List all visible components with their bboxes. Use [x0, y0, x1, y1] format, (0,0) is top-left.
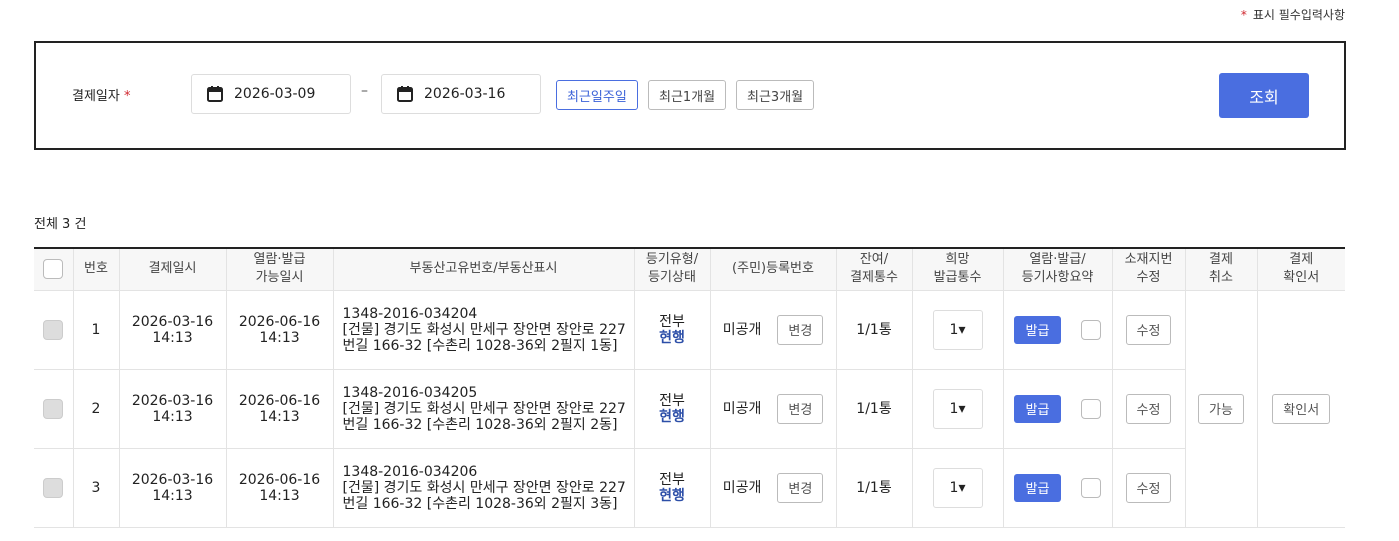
- required-note: * 표시 필수입력사항: [1240, 8, 1345, 22]
- search-panel: 결제일자 * 2026-03-09 – 2026-03-16 최근일주일 최근1…: [34, 41, 1346, 150]
- edit-address-button[interactable]: 수정: [1125, 314, 1172, 345]
- column-header: (주민)등록번호: [709, 248, 836, 291]
- issue-button[interactable]: 발급: [1013, 315, 1062, 344]
- column-header: 소재지번 수정: [1111, 248, 1185, 291]
- row-checkbox[interactable]: [43, 319, 64, 340]
- row-checkbox[interactable]: [43, 398, 64, 419]
- property-info: 1348-2016-034204 [건물] 경기도 화성시 만세구 장안면 장안로…: [332, 290, 634, 370]
- row-number: 3: [72, 448, 119, 528]
- change-button[interactable]: 변경: [777, 314, 824, 345]
- column-header: 결제 취소: [1184, 248, 1257, 291]
- available-datetime: 2026-06-16 14:13: [225, 290, 333, 370]
- change-button[interactable]: 변경: [777, 472, 824, 503]
- date-from-input[interactable]: 2026-03-09: [191, 74, 351, 114]
- column-header: 결제일시: [118, 248, 226, 291]
- property-info: 1348-2016-034205 [건물] 경기도 화성시 만세구 장안면 장안로…: [332, 369, 634, 449]
- cancel-payment-button[interactable]: 가능: [1198, 393, 1244, 424]
- paid-datetime: 2026-03-16 14:13: [118, 290, 226, 370]
- edit-address-button[interactable]: 수정: [1125, 393, 1172, 424]
- quick-3month-button[interactable]: 최근3개월: [736, 80, 815, 110]
- registry-status: 현행: [659, 487, 685, 504]
- calendar-icon: [207, 86, 223, 102]
- column-header: 희망 발급통수: [911, 248, 1003, 291]
- receipt-button[interactable]: 확인서: [1272, 393, 1331, 424]
- reg-number: 미공개: [722, 479, 762, 496]
- column-header: 등기유형/등기상태: [633, 248, 710, 291]
- row-number: 2: [72, 369, 119, 449]
- summary-checkbox[interactable]: [1081, 477, 1102, 498]
- column-header: 부동산고유번호/부동산표시: [332, 248, 634, 291]
- issue-button[interactable]: 발급: [1013, 394, 1062, 423]
- registry-status: 현행: [659, 408, 685, 425]
- paid-datetime: 2026-03-16 14:13: [118, 448, 226, 528]
- column-header: 결제 확인서: [1256, 248, 1345, 291]
- row-checkbox[interactable]: [43, 477, 64, 498]
- paid-datetime: 2026-03-16 14:13: [118, 369, 226, 449]
- required-star: *: [1240, 8, 1247, 22]
- registry-type: 전부 현행: [633, 290, 710, 370]
- change-button[interactable]: 변경: [777, 393, 824, 424]
- issue-button[interactable]: 발급: [1013, 473, 1062, 502]
- remaining-count: 1/1통: [835, 369, 912, 449]
- quick-1week-button[interactable]: 최근일주일: [556, 80, 638, 110]
- remaining-count: 1/1통: [835, 290, 912, 370]
- edit-address-button[interactable]: 수정: [1125, 472, 1172, 503]
- summary-checkbox[interactable]: [1081, 398, 1102, 419]
- property-info: 1348-2016-034206 [건물] 경기도 화성시 만세구 장안면 장안로…: [332, 448, 634, 528]
- available-datetime: 2026-06-16 14:13: [225, 448, 333, 528]
- quick-1month-button[interactable]: 최근1개월: [648, 80, 727, 110]
- quantity-select[interactable]: 1▾: [932, 388, 983, 429]
- select-all-cell: [34, 248, 73, 291]
- quantity-select[interactable]: 1▾: [932, 309, 983, 350]
- remaining-count: 1/1통: [835, 448, 912, 528]
- reg-number: 미공개: [722, 321, 762, 338]
- column-header: 열람·발급/등기사항요약: [1002, 248, 1112, 291]
- column-header: 잔여/결제통수: [835, 248, 912, 291]
- total-count: 전체 3 건: [34, 217, 87, 232]
- row-number: 1: [72, 290, 119, 370]
- registry-type: 전부 현행: [633, 448, 710, 528]
- search-button[interactable]: 조회: [1219, 73, 1309, 118]
- table-row: 1 2026-03-16 14:13 2026-06-16 14:13 1348-2…: [34, 290, 1345, 528]
- registry-status: 현행: [659, 329, 685, 346]
- available-datetime: 2026-06-16 14:13: [225, 369, 333, 449]
- date-to-input[interactable]: 2026-03-16: [381, 74, 541, 114]
- date-label: 결제일자 *: [72, 89, 131, 104]
- summary-checkbox[interactable]: [1081, 319, 1102, 340]
- column-header: 열람·발급 가능일시: [225, 248, 333, 291]
- quantity-select[interactable]: 1▾: [932, 467, 983, 508]
- select-all-checkbox[interactable]: [43, 259, 64, 280]
- table-row: 2 2026-03-16 14:13 2026-06-16 14:13 1348-2…: [34, 369, 1345, 449]
- reg-number: 미공개: [722, 400, 762, 417]
- table-row: 3 2026-03-16 14:13 2026-06-16 14:13 1348-2…: [34, 448, 1345, 528]
- registry-type: 전부 현행: [633, 369, 710, 449]
- results-table: 번호 결제일시 열람·발급 가능일시 부동산고유번호/부동산표시 등기유형/등기상태 (주민…: [34, 247, 1345, 528]
- calendar-icon: [397, 86, 413, 102]
- column-header: 번호: [72, 248, 119, 291]
